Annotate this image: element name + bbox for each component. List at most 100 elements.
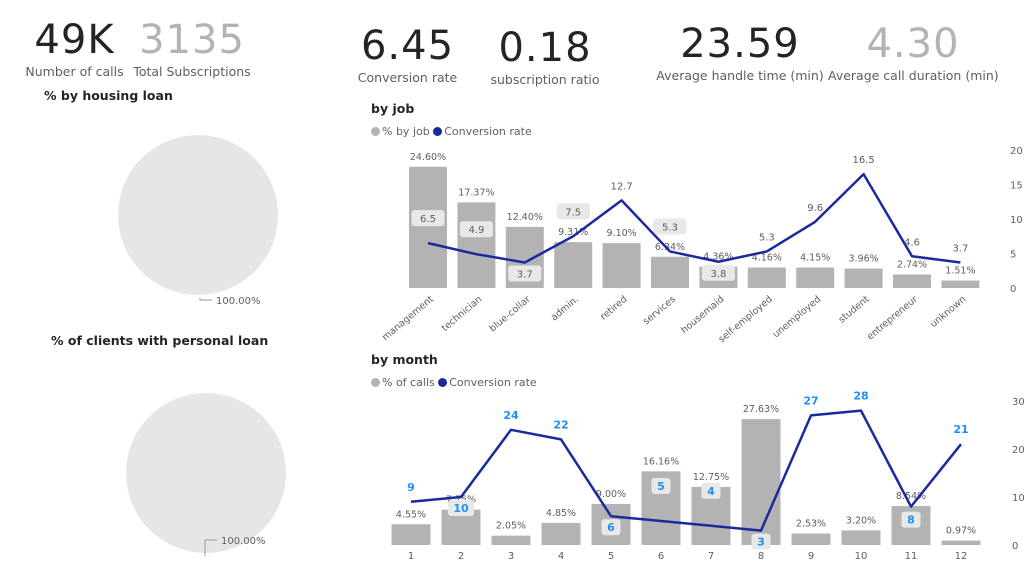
kpi-value: 49K [34, 17, 115, 63]
line-data-label: 5 [657, 480, 665, 493]
bar-data-label: 16.16% [643, 456, 679, 467]
legend-bar-label: % by job [382, 125, 430, 138]
legend-line-label: Conversion rate [449, 376, 537, 389]
line-data-label-bg [601, 519, 621, 536]
x-axis-tick-label: housemaid [679, 294, 726, 336]
line-data-label-bg [653, 218, 687, 235]
kpi-value: 0.18 [498, 25, 592, 71]
x-axis-tick-label: management [380, 294, 436, 344]
pie-data-label: 100.00% [221, 536, 266, 547]
line-data-label: 3.8 [710, 269, 726, 280]
y-axis-tick-label: 0 [1012, 541, 1018, 552]
line-data-label-bg [556, 203, 590, 220]
x-axis-tick-label: retired [598, 294, 629, 323]
bar [841, 530, 881, 545]
conversion-rate-line [410, 409, 962, 532]
x-axis-tick-label: 5 [608, 551, 614, 562]
bar-data-label: 4.36% [703, 252, 733, 263]
kpi-label: Number of calls [25, 64, 124, 79]
kpi-label: subscription ratio [490, 72, 600, 87]
bar-data-label: 6.34% [655, 242, 685, 253]
bar [893, 274, 931, 288]
line-data-label: 4 [707, 485, 715, 498]
bar-data-label: 9.31% [558, 227, 588, 238]
legend-bar-label: % of calls [382, 376, 435, 389]
bar [651, 256, 689, 288]
bar [796, 267, 835, 288]
legend-bar-dot-icon [371, 127, 380, 136]
bar [541, 522, 581, 545]
kpi-total-subscriptions: 3135 Total Subscriptions [132, 18, 252, 79]
pie-leader-line [199, 298, 212, 301]
bar-data-label: 12.40% [507, 212, 543, 223]
line-data-label-bg [701, 482, 721, 499]
kpi-average-handle-time: 23.59 Average handle time (min) [655, 22, 825, 83]
x-axis-tick-label: 8 [758, 551, 764, 562]
x-axis-tick-label: services [641, 294, 678, 328]
bar-data-label: 3.96% [849, 253, 879, 264]
bar-data-label: 9.10% [607, 228, 637, 239]
line-data-label: 12.7 [610, 181, 632, 192]
legend-line-dot-icon [433, 127, 443, 136]
kpi-average-call-duration: 4.30 Average call duration (min) [828, 22, 999, 83]
line-data-label-bg [448, 500, 474, 516]
line-data-label: 21 [953, 423, 968, 436]
line-data-label: 5.3 [759, 232, 775, 243]
x-axis-tick-label: 10 [855, 551, 868, 562]
job-chart-legend: % by job Conversion rate [371, 125, 532, 138]
legend-line-label: Conversion rate [444, 125, 532, 138]
bar-data-label: 8.54% [896, 491, 926, 502]
line-data-label-bg [508, 265, 542, 282]
month-chart-title: by month [371, 352, 438, 367]
kpi-label: Average handle time (min) [656, 68, 824, 83]
job-chart-title: by job [371, 101, 415, 116]
x-axis-tick-label: 12 [955, 551, 968, 562]
bar-data-label: 27.63% [743, 404, 779, 415]
line-data-label-bg [701, 264, 735, 281]
bar-data-label: 4.15% [800, 253, 830, 264]
kpi-label: Average call duration (min) [828, 68, 999, 83]
pie-personal-title: % of clients with personal loan [51, 333, 269, 348]
line-data-label-bg [411, 210, 445, 227]
kpi-label: Total Subscriptions [133, 64, 251, 79]
line-data-label: 4.6 [904, 237, 920, 248]
line-data-label: 24 [503, 409, 519, 422]
bar [791, 533, 831, 545]
pie-leader-line [204, 539, 217, 556]
x-axis-tick-label: 11 [905, 551, 918, 562]
pie-housing-title: % by housing loan [44, 88, 173, 103]
bar-data-label: 2.05% [496, 521, 526, 532]
y-axis-tick-label: 20 [1010, 146, 1023, 157]
kpi-label: Conversion rate [357, 70, 458, 85]
line-data-label: 22 [553, 418, 568, 431]
bar-data-label: 0.97% [946, 526, 976, 537]
line-data-label: 3.7 [952, 243, 968, 254]
x-axis-tick-label: unknown [928, 294, 968, 330]
x-axis-tick-label: technician [440, 294, 485, 334]
x-axis-tick-label: 7 [708, 551, 714, 562]
bar-data-label: 2.53% [796, 518, 826, 529]
bar [741, 419, 781, 545]
bar [457, 202, 496, 288]
x-axis-tick-label: 9 [808, 551, 814, 562]
x-axis-tick-label: 3 [508, 551, 514, 562]
bar-data-label: 1.51% [945, 266, 975, 277]
y-axis-tick-label: 10 [1012, 493, 1024, 504]
x-axis-tick-label: 2 [458, 551, 464, 562]
line-data-label: 9.6 [807, 203, 823, 214]
month-chart-legend: % of calls Conversion rate [371, 376, 537, 389]
line-data-label: 5.3 [662, 222, 678, 233]
line-data-label-bg [651, 478, 671, 494]
kpi-value: 23.59 [680, 21, 800, 67]
line-data-label: 9 [407, 481, 415, 494]
x-axis-tick-label: 4 [558, 551, 564, 562]
y-axis-tick-label: 10 [1010, 215, 1023, 226]
bar [747, 267, 786, 288]
bar-data-label: 3.20% [846, 515, 876, 526]
line-data-label: 27 [803, 394, 818, 407]
bar-data-label: 24.60% [410, 152, 446, 163]
y-axis-tick-label: 30 [1012, 397, 1024, 408]
line-data-label: 6.5 [420, 214, 436, 225]
kpi-value: 6.45 [360, 23, 455, 69]
y-axis-tick-label: 20 [1012, 445, 1024, 456]
